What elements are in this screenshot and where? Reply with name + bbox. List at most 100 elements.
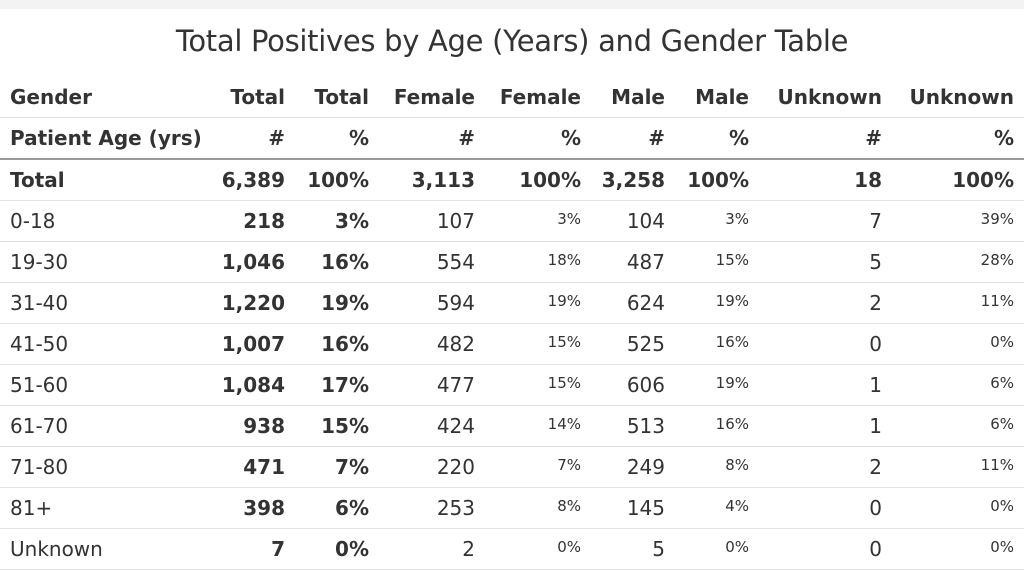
table-cell: 2 (369, 528, 475, 570)
header-cell: Total (285, 77, 369, 118)
table-cell: 1,084 (200, 364, 285, 406)
table-body: Total 6,389 100% 3,113 100% 3,258 100% 18 100% 0-… (0, 159, 1024, 570)
top-strip (0, 0, 1024, 9)
table-cell: 0% (882, 487, 1024, 529)
table-cell: 15% (665, 241, 749, 283)
table-row: 41-50 1,007 16% 482 15% 525 16% 0 0% (0, 323, 1024, 365)
header-cell: Gender (0, 77, 200, 118)
table-cell: 424 (369, 405, 475, 447)
table-cell: 11% (882, 446, 1024, 488)
table-cell: 398 (200, 487, 285, 529)
table-cell: 8% (665, 446, 749, 488)
table-cell: 1,046 (200, 241, 285, 283)
table-cell: 100% (665, 159, 749, 201)
header-cell: Female (475, 77, 581, 118)
header-cell: # (581, 117, 665, 160)
header-cell: % (882, 117, 1024, 160)
row-label-cell: 31-40 (0, 282, 200, 324)
table-cell: 2 (749, 282, 882, 324)
table-cell: 19% (665, 364, 749, 406)
table-cell: 594 (369, 282, 475, 324)
table-cell: 3% (475, 200, 581, 242)
table-cell: 7% (285, 446, 369, 488)
table-cell: 1 (749, 405, 882, 447)
row-label-cell: 81+ (0, 487, 200, 529)
table-cell: 220 (369, 446, 475, 488)
table-row: 81+ 398 6% 253 8% 145 4% 0 0% (0, 487, 1024, 529)
table-cell: 3% (665, 200, 749, 242)
table-cell: 16% (665, 405, 749, 447)
table-cell: 18% (475, 241, 581, 283)
header-cell: Unknown (749, 77, 882, 118)
table-cell: 14% (475, 405, 581, 447)
table-row: 51-60 1,084 17% 477 15% 606 19% 1 6% (0, 364, 1024, 406)
table-cell: 482 (369, 323, 475, 365)
table-row: 61-70 938 15% 424 14% 513 16% 1 6% (0, 405, 1024, 447)
table-cell: 4% (665, 487, 749, 529)
header-row-age: Patient Age (yrs) # % # % # % # % (0, 117, 1024, 160)
table-cell: 18 (749, 159, 882, 201)
table-cell: 253 (369, 487, 475, 529)
header-cell: % (475, 117, 581, 160)
table-cell: 5 (581, 528, 665, 570)
table-cell: 0 (749, 487, 882, 529)
row-label-cell: 41-50 (0, 323, 200, 365)
table-cell: 100% (882, 159, 1024, 201)
table-cell: 0 (749, 528, 882, 570)
row-label-cell: Total (0, 159, 200, 201)
table-cell: 1,007 (200, 323, 285, 365)
table-cell: 6% (285, 487, 369, 529)
table-cell: 3,258 (581, 159, 665, 201)
table-row: 19-30 1,046 16% 554 18% 487 15% 5 28% (0, 241, 1024, 283)
table-cell: 487 (581, 241, 665, 283)
table-cell: 8% (475, 487, 581, 529)
row-label-cell: Unknown (0, 528, 200, 570)
header-cell: # (749, 117, 882, 160)
header-cell: # (369, 117, 475, 160)
table-cell: 0% (475, 528, 581, 570)
header-cell: Male (665, 77, 749, 118)
table-row: Unknown 7 0% 2 0% 5 0% 0 0% (0, 528, 1024, 570)
table-cell: 554 (369, 241, 475, 283)
table-cell: 107 (369, 200, 475, 242)
table-row: 71-80 471 7% 220 7% 249 8% 2 11% (0, 446, 1024, 488)
table-cell: 624 (581, 282, 665, 324)
header-cell: Patient Age (yrs) (0, 117, 202, 160)
table-cell: 7% (475, 446, 581, 488)
table-cell: 7 (200, 528, 285, 570)
table-cell: 218 (200, 200, 285, 242)
table-cell: 28% (882, 241, 1024, 283)
table-cell: 145 (581, 487, 665, 529)
positives-table: Gender Total Total Female Female Male Ma… (0, 77, 1024, 570)
table-cell: 104 (581, 200, 665, 242)
header-cell: Female (369, 77, 475, 118)
table-cell: 5 (749, 241, 882, 283)
header-cell: % (665, 117, 749, 160)
header-cell: % (285, 117, 369, 160)
table-cell: 7 (749, 200, 882, 242)
table-cell: 15% (475, 323, 581, 365)
row-label-cell: 61-70 (0, 405, 200, 447)
table-cell: 17% (285, 364, 369, 406)
row-label-cell: 0-18 (0, 200, 200, 242)
table-cell: 15% (475, 364, 581, 406)
table-cell: 0% (285, 528, 369, 570)
header-cell: Male (581, 77, 665, 118)
table-cell: 2 (749, 446, 882, 488)
table-cell: 0 (749, 323, 882, 365)
table-cell: 100% (285, 159, 369, 201)
table-cell: 477 (369, 364, 475, 406)
table-cell: 6% (882, 405, 1024, 447)
table-cell: 16% (285, 241, 369, 283)
table-cell: 249 (581, 446, 665, 488)
table-cell: 19% (665, 282, 749, 324)
table-cell: 16% (665, 323, 749, 365)
table-cell: 938 (200, 405, 285, 447)
table-cell: 3% (285, 200, 369, 242)
table-cell: 606 (581, 364, 665, 406)
table-cell: 6,389 (200, 159, 285, 201)
table-cell: 100% (475, 159, 581, 201)
table-row: Total 6,389 100% 3,113 100% 3,258 100% 18 100% (0, 159, 1024, 201)
table-row: 0-18 218 3% 107 3% 104 3% 7 39% (0, 200, 1024, 242)
table-cell: 16% (285, 323, 369, 365)
